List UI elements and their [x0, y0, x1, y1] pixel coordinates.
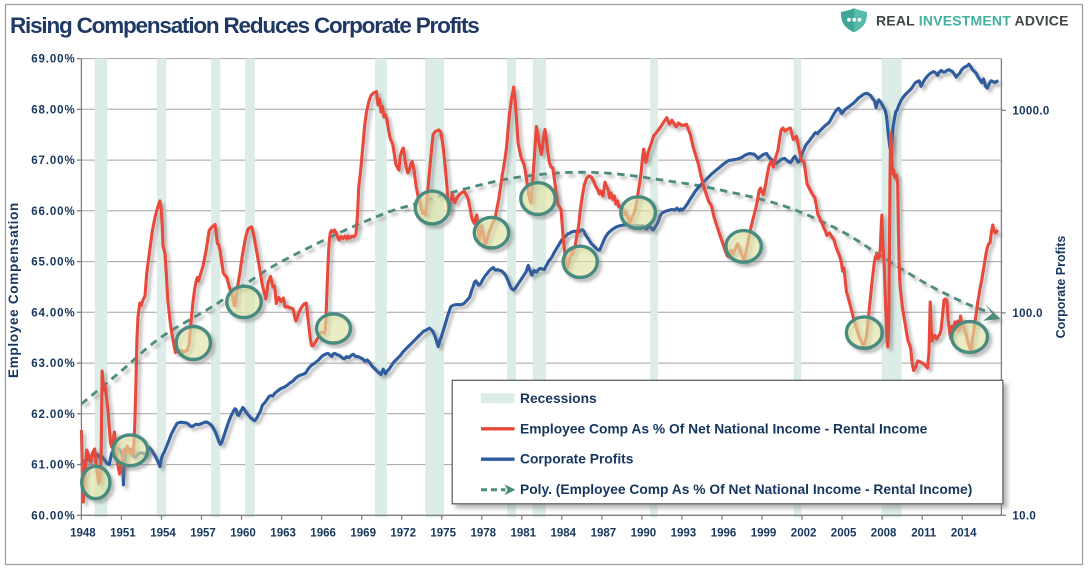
svg-text:68.00%: 68.00% [31, 104, 75, 116]
svg-text:1990: 1990 [631, 527, 657, 539]
svg-text:Corporate Profits: Corporate Profits [520, 452, 634, 467]
svg-text:1960: 1960 [230, 527, 256, 539]
svg-text:1984: 1984 [551, 527, 577, 539]
svg-text:1975: 1975 [430, 527, 456, 539]
svg-text:Employee Compensation: Employee Compensation [6, 202, 21, 378]
svg-text:1981: 1981 [511, 527, 537, 539]
svg-text:65.00%: 65.00% [31, 257, 75, 269]
svg-text:69.00%: 69.00% [31, 54, 75, 66]
svg-text:1999: 1999 [751, 527, 777, 539]
svg-text:61.00%: 61.00% [31, 460, 75, 472]
svg-text:1993: 1993 [671, 527, 697, 539]
svg-text:Recessions: Recessions [520, 391, 597, 406]
svg-text:1954: 1954 [150, 527, 176, 539]
svg-text:1951: 1951 [110, 527, 136, 539]
svg-text:2014: 2014 [951, 527, 977, 539]
svg-text:2005: 2005 [831, 527, 857, 539]
svg-text:1957: 1957 [190, 527, 216, 539]
svg-text:100.0: 100.0 [1012, 308, 1043, 320]
svg-text:63.00%: 63.00% [31, 358, 75, 370]
svg-text:1996: 1996 [711, 527, 737, 539]
svg-text:2002: 2002 [791, 527, 817, 539]
svg-text:Corporate Profits: Corporate Profits [1054, 236, 1068, 339]
svg-text:Employee Comp As % Of Net Nati: Employee Comp As % Of Net National Incom… [520, 421, 928, 436]
svg-text:1963: 1963 [270, 527, 296, 539]
svg-text:1969: 1969 [350, 527, 376, 539]
svg-text:66.00%: 66.00% [31, 206, 75, 218]
svg-text:2011: 2011 [911, 527, 937, 539]
svg-text:10.0: 10.0 [1012, 510, 1036, 522]
svg-text:1987: 1987 [591, 527, 617, 539]
svg-text:67.00%: 67.00% [31, 155, 75, 167]
svg-text:1966: 1966 [310, 527, 336, 539]
svg-text:62.00%: 62.00% [31, 409, 75, 421]
svg-text:REAL INVESTMENT ADVICE: REAL INVESTMENT ADVICE [876, 13, 1069, 29]
svg-text:1948: 1948 [70, 527, 96, 539]
svg-text:2008: 2008 [871, 527, 897, 539]
svg-text:Rising Compensation Reduces Co: Rising Compensation Reduces Corporate Pr… [10, 13, 479, 38]
svg-text:1000.0: 1000.0 [1012, 105, 1049, 117]
svg-text:64.00%: 64.00% [31, 307, 75, 319]
svg-text:1972: 1972 [390, 527, 416, 539]
svg-text:Poly. (Employee Comp As % Of N: Poly. (Employee Comp As % Of Net Nationa… [520, 482, 972, 497]
svg-text:1978: 1978 [471, 527, 497, 539]
svg-text:60.00%: 60.00% [31, 510, 75, 522]
